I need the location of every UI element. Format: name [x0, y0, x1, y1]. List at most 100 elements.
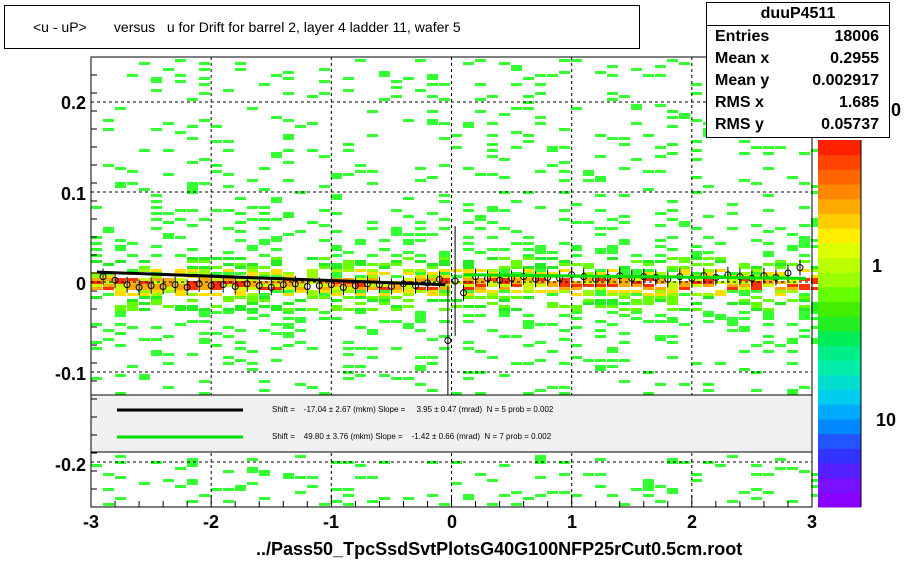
- heat-cell: [811, 269, 822, 272]
- heat-cell: [727, 320, 738, 323]
- heat-cell: [331, 197, 342, 200]
- heat-cell: [427, 281, 438, 284]
- heat-cell: [607, 74, 618, 77]
- heat-cell: [379, 248, 390, 251]
- heat-cell: [115, 476, 126, 479]
- heat-cell: [619, 269, 630, 272]
- heat-cell: [475, 473, 486, 476]
- heat-cell: [247, 308, 258, 311]
- heat-cell: [559, 209, 570, 212]
- heat-cell: [463, 236, 474, 239]
- heat-cell: [283, 161, 294, 164]
- heat-cell: [643, 392, 654, 395]
- heat-cell: [679, 62, 690, 65]
- heat-cell: [739, 299, 750, 302]
- heat-cell: [175, 293, 186, 296]
- fit-lines: [96, 270, 807, 287]
- palette-swatch: [818, 330, 861, 347]
- heat-cell: [799, 308, 810, 311]
- heat-cell: [811, 224, 822, 227]
- palette-swatch: [818, 492, 861, 508]
- heat-cell: [187, 125, 198, 128]
- heat-cell: [559, 191, 570, 194]
- heat-cell: [151, 80, 162, 83]
- heat-cell: [583, 173, 594, 176]
- heat-cell: [343, 377, 354, 380]
- heat-cell: [739, 284, 750, 287]
- heat-cell: [163, 362, 174, 365]
- heat-cell: [355, 347, 366, 350]
- heat-cell: [751, 224, 762, 227]
- heat-cell: [391, 305, 402, 308]
- heat-cell: [667, 341, 678, 344]
- heat-cell: [499, 113, 510, 116]
- heat-cell: [427, 272, 438, 275]
- heat-cell: [595, 485, 606, 488]
- heat-cell: [463, 209, 474, 212]
- heat-cell: [415, 254, 426, 257]
- heat-cell: [211, 278, 222, 281]
- heat-cell: [211, 488, 222, 491]
- heat-cell: [799, 239, 810, 242]
- heat-cell: [655, 293, 666, 296]
- heat-cell: [427, 77, 438, 80]
- heat-cell: [499, 287, 510, 290]
- heat-cell: [427, 212, 438, 215]
- heat-cell: [439, 287, 450, 290]
- heat-cell: [427, 356, 438, 359]
- heat-cell: [595, 176, 606, 179]
- heat-cell: [559, 290, 570, 293]
- heat-cell: [463, 248, 474, 251]
- heat-cell: [271, 116, 282, 119]
- heat-cell: [343, 308, 354, 311]
- heat-cell: [379, 374, 390, 377]
- palette-swatch: [818, 257, 861, 273]
- palette-swatch: [818, 242, 861, 258]
- heat-cell: [571, 245, 582, 248]
- heat-cell: [331, 287, 342, 290]
- heat-cell: [679, 221, 690, 224]
- heat-cell: [511, 278, 522, 281]
- heat-cell: [187, 308, 198, 311]
- heat-cell: [355, 374, 366, 377]
- heat-cell: [535, 257, 546, 260]
- heat-cell: [139, 260, 150, 263]
- heat-cell: [523, 314, 534, 317]
- heat-cell: [451, 269, 462, 272]
- heat-cell: [607, 494, 618, 497]
- heat-cell: [283, 287, 294, 290]
- heat-cell: [691, 92, 702, 95]
- heat-cell: [559, 461, 570, 464]
- heat-cell: [811, 239, 822, 242]
- heat-cell: [463, 125, 474, 128]
- heat-cell: [511, 335, 522, 338]
- heat-cell: [415, 365, 426, 368]
- heat-cell: [199, 182, 210, 185]
- heat-cell: [499, 464, 510, 467]
- stats-row-entries: Entries 18006: [707, 26, 889, 48]
- heat-cell: [703, 257, 714, 260]
- heat-cell: [307, 347, 318, 350]
- heat-cell: [487, 284, 498, 287]
- heat-cell: [103, 281, 114, 284]
- heat-cell: [715, 269, 726, 272]
- heat-cell: [199, 338, 210, 341]
- heat-cell: [607, 245, 618, 248]
- heat-cell: [631, 488, 642, 491]
- heat-cell: [307, 290, 318, 293]
- heat-cell: [283, 344, 294, 347]
- heat-cell: [547, 74, 558, 77]
- heat-cell: [187, 293, 198, 296]
- heat-cell: [235, 329, 246, 332]
- heat-cell: [571, 59, 582, 62]
- heat-cell: [607, 290, 618, 293]
- heat-cell: [751, 290, 762, 293]
- heat-cell: [379, 284, 390, 287]
- heat-cell: [607, 293, 618, 296]
- heat-cell: [319, 392, 330, 395]
- heat-cell: [259, 239, 270, 242]
- heat-cell: [751, 488, 762, 491]
- heat-cell: [463, 260, 474, 263]
- heat-cell: [307, 476, 318, 479]
- heat-cell: [679, 266, 690, 269]
